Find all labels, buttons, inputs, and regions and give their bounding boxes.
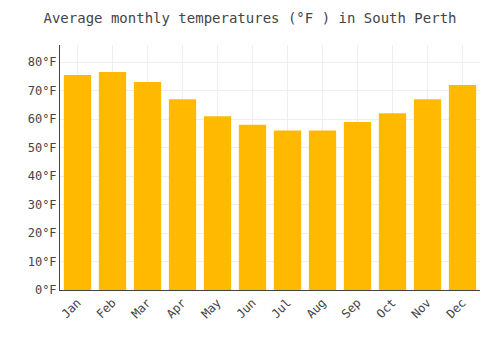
svg-text:Mar: Mar [129,296,154,321]
svg-text:Sep: Sep [339,296,364,321]
svg-text:Oct: Oct [374,296,399,321]
svg-text:Dec: Dec [444,296,469,321]
svg-text:80°F: 80°F [28,55,57,69]
svg-text:20°F: 20°F [28,226,57,240]
svg-text:Average monthly temperatures (: Average monthly temperatures (°F ) in So… [43,10,456,26]
svg-text:30°F: 30°F [28,198,57,212]
svg-text:10°F: 10°F [28,255,57,269]
svg-text:Jan: Jan [59,296,84,321]
svg-text:Apr: Apr [164,296,189,321]
svg-text:Jun: Jun [234,296,259,321]
svg-text:Aug: Aug [304,296,329,321]
svg-text:70°F: 70°F [28,84,57,98]
svg-text:Jul: Jul [269,296,294,321]
svg-text:Nov: Nov [409,296,434,321]
svg-text:0°F: 0°F [35,283,57,297]
svg-text:May: May [199,296,224,321]
svg-text:40°F: 40°F [28,169,57,183]
svg-text:60°F: 60°F [28,112,57,126]
svg-text:50°F: 50°F [28,141,57,155]
svg-text:Feb: Feb [94,296,119,321]
